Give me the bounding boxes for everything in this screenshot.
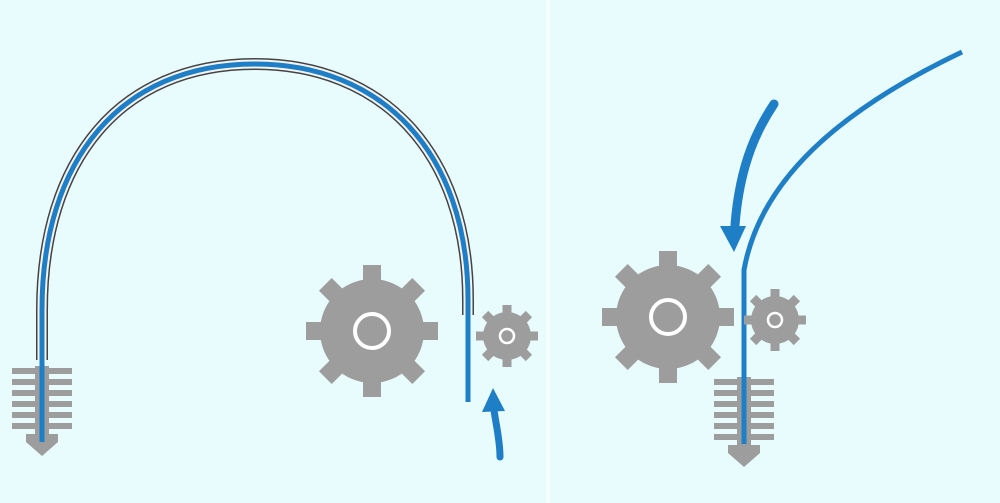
drive-gear-left <box>304 263 440 399</box>
bowden-extruder-panel <box>12 57 540 461</box>
idler-gear-left <box>474 303 540 369</box>
drive-gear-right <box>600 249 736 385</box>
panel-divider <box>546 0 550 503</box>
filament-left <box>39 61 471 440</box>
feed-arrow-left <box>490 406 504 461</box>
feed-arrow-right <box>730 99 779 230</box>
feed-arrow-left-head <box>482 388 505 412</box>
feed-arrow-right-head <box>720 226 746 252</box>
direct-drive-extruder-panel <box>600 49 964 467</box>
idler-gear-right <box>742 287 808 353</box>
filament-right <box>741 49 964 442</box>
